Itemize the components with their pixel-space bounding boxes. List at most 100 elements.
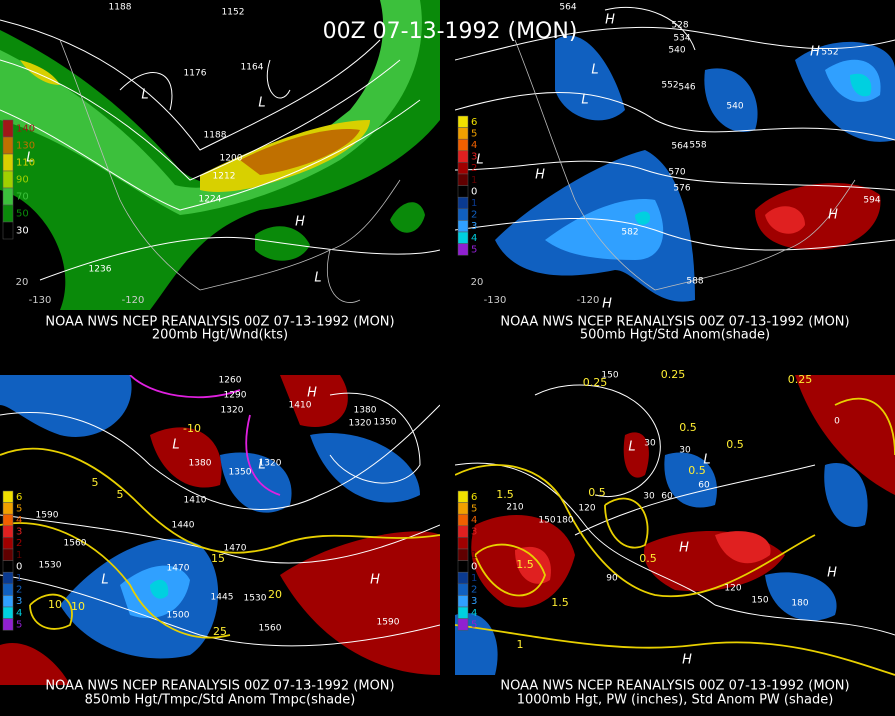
- height-label: 1290: [224, 391, 247, 401]
- center: H: [682, 653, 692, 668]
- overlay-label: 5: [117, 488, 124, 501]
- colorbar-label: 2: [16, 538, 22, 549]
- colorbar-swatch: [457, 243, 469, 256]
- colorbar-swatch: [457, 173, 469, 186]
- height-label: 1212: [213, 172, 236, 182]
- height-label: 540: [668, 46, 685, 56]
- colorbar-label: 0: [471, 186, 477, 197]
- overlay-label: 1.5: [496, 488, 514, 501]
- height-label: 534: [673, 34, 690, 44]
- panel-850mb: [0, 375, 440, 685]
- height-label: 1320: [349, 419, 372, 429]
- lon-label: -120: [122, 295, 145, 306]
- height-label: 594: [863, 196, 880, 206]
- center: H: [810, 45, 820, 60]
- map-title: 00Z 07-13-1992 (MON): [323, 19, 578, 44]
- overlay-label: 0.5: [726, 438, 744, 451]
- height-label: 552: [661, 81, 678, 91]
- center: H: [828, 208, 838, 223]
- colorbar-label: 1: [471, 573, 477, 584]
- height-label: 1188: [204, 131, 227, 141]
- colorbar-label: 5: [16, 619, 22, 630]
- center: H: [295, 215, 305, 230]
- panel-caption: 200mb Hgt/Wnd(kts): [152, 328, 288, 343]
- height-label: 582: [621, 228, 638, 238]
- colorbar-swatch: [457, 525, 469, 538]
- overlay-label: 15: [211, 552, 225, 565]
- height-label: 1590: [36, 511, 59, 521]
- colorbar-swatch: [457, 583, 469, 596]
- overlay-label: 0.5: [679, 421, 697, 434]
- colorbar-label: 3: [471, 221, 477, 232]
- colorbar-label: 70: [16, 192, 29, 203]
- panel-caption: 500mb Hgt/Std Anom(shade): [580, 328, 770, 343]
- colorbar-swatch: [2, 502, 14, 515]
- height-label: 1530: [39, 561, 62, 571]
- colorbar-label: 2: [471, 538, 477, 549]
- height-label: 1164: [241, 63, 264, 73]
- colorbar-swatch: [457, 537, 469, 550]
- overlay-label: 0.5: [688, 464, 706, 477]
- colorbar-label: 3: [16, 596, 22, 607]
- height-label: 1440: [172, 521, 195, 531]
- height-label: 1380: [189, 459, 212, 469]
- height-label: 528: [671, 21, 688, 31]
- colorbar-label: 6: [471, 492, 477, 503]
- center: L: [258, 458, 265, 473]
- colorbar-label: 2: [471, 585, 477, 596]
- lat-label: 20: [471, 277, 484, 288]
- panel-source: NOAA NWS NCEP REANALYSIS 00Z 07-13-1992 …: [45, 315, 394, 330]
- center: L: [101, 573, 108, 588]
- panel-500mb: [455, 6, 895, 302]
- height-label: 180: [791, 599, 808, 609]
- height-label: 540: [726, 102, 743, 112]
- colorbar-swatch: [2, 595, 14, 608]
- colorbar-swatch: [457, 231, 469, 244]
- colorbar-label: 4: [16, 608, 22, 619]
- height-label: 1236: [89, 265, 112, 275]
- colorbar-swatch: [2, 119, 14, 138]
- colorbar-swatch: [457, 595, 469, 608]
- lat-label: 20: [16, 277, 29, 288]
- colorbar-swatch: [2, 170, 14, 189]
- height-label: 1410: [184, 496, 207, 506]
- height-label: 1260: [219, 376, 242, 386]
- height-label: 576: [673, 184, 690, 194]
- colorbar-label: 4: [471, 140, 477, 151]
- colorbar-swatch: [2, 560, 14, 573]
- height-label: 150: [751, 596, 768, 606]
- colorbar-label: 4: [16, 515, 22, 526]
- colorbar-label: 0: [471, 561, 477, 572]
- colorbar-label: 1: [471, 198, 477, 209]
- height-label: 588: [686, 277, 703, 287]
- overlay-label: 10: [71, 600, 85, 613]
- colorbar-swatch: [2, 204, 14, 223]
- height-label: 1320: [259, 459, 282, 469]
- panel-source: NOAA NWS NCEP REANALYSIS 00Z 07-13-1992 …: [45, 679, 394, 694]
- height-label: 150: [538, 516, 555, 526]
- colorbar-label: 90: [16, 175, 29, 186]
- height-label: 1560: [259, 624, 282, 634]
- colorbar-swatch: [2, 187, 14, 206]
- colorbar-label: 1: [16, 550, 22, 561]
- center: L: [26, 151, 33, 166]
- height-label: 90: [606, 574, 618, 584]
- height-label: 1410: [289, 401, 312, 411]
- overlay-label: 5: [92, 476, 99, 489]
- height-label: 30: [644, 439, 656, 449]
- center: H: [605, 13, 615, 28]
- center: L: [258, 96, 265, 111]
- panel-source: NOAA NWS NCEP REANALYSIS 00Z 07-13-1992 …: [500, 315, 849, 330]
- height-label: 1380: [354, 406, 377, 416]
- colorbar-label: 1: [16, 573, 22, 584]
- colorbar-label: 110: [16, 158, 35, 169]
- center: L: [476, 153, 483, 168]
- lon-label: -130: [484, 295, 507, 306]
- height-label: 570: [668, 168, 685, 178]
- panel-caption: 1000mb Hgt, PW (inches), Std Anom PW (sh…: [517, 693, 834, 708]
- colorbar-swatch: [457, 220, 469, 233]
- height-label: 1590: [377, 618, 400, 628]
- height-label: 60: [661, 492, 673, 502]
